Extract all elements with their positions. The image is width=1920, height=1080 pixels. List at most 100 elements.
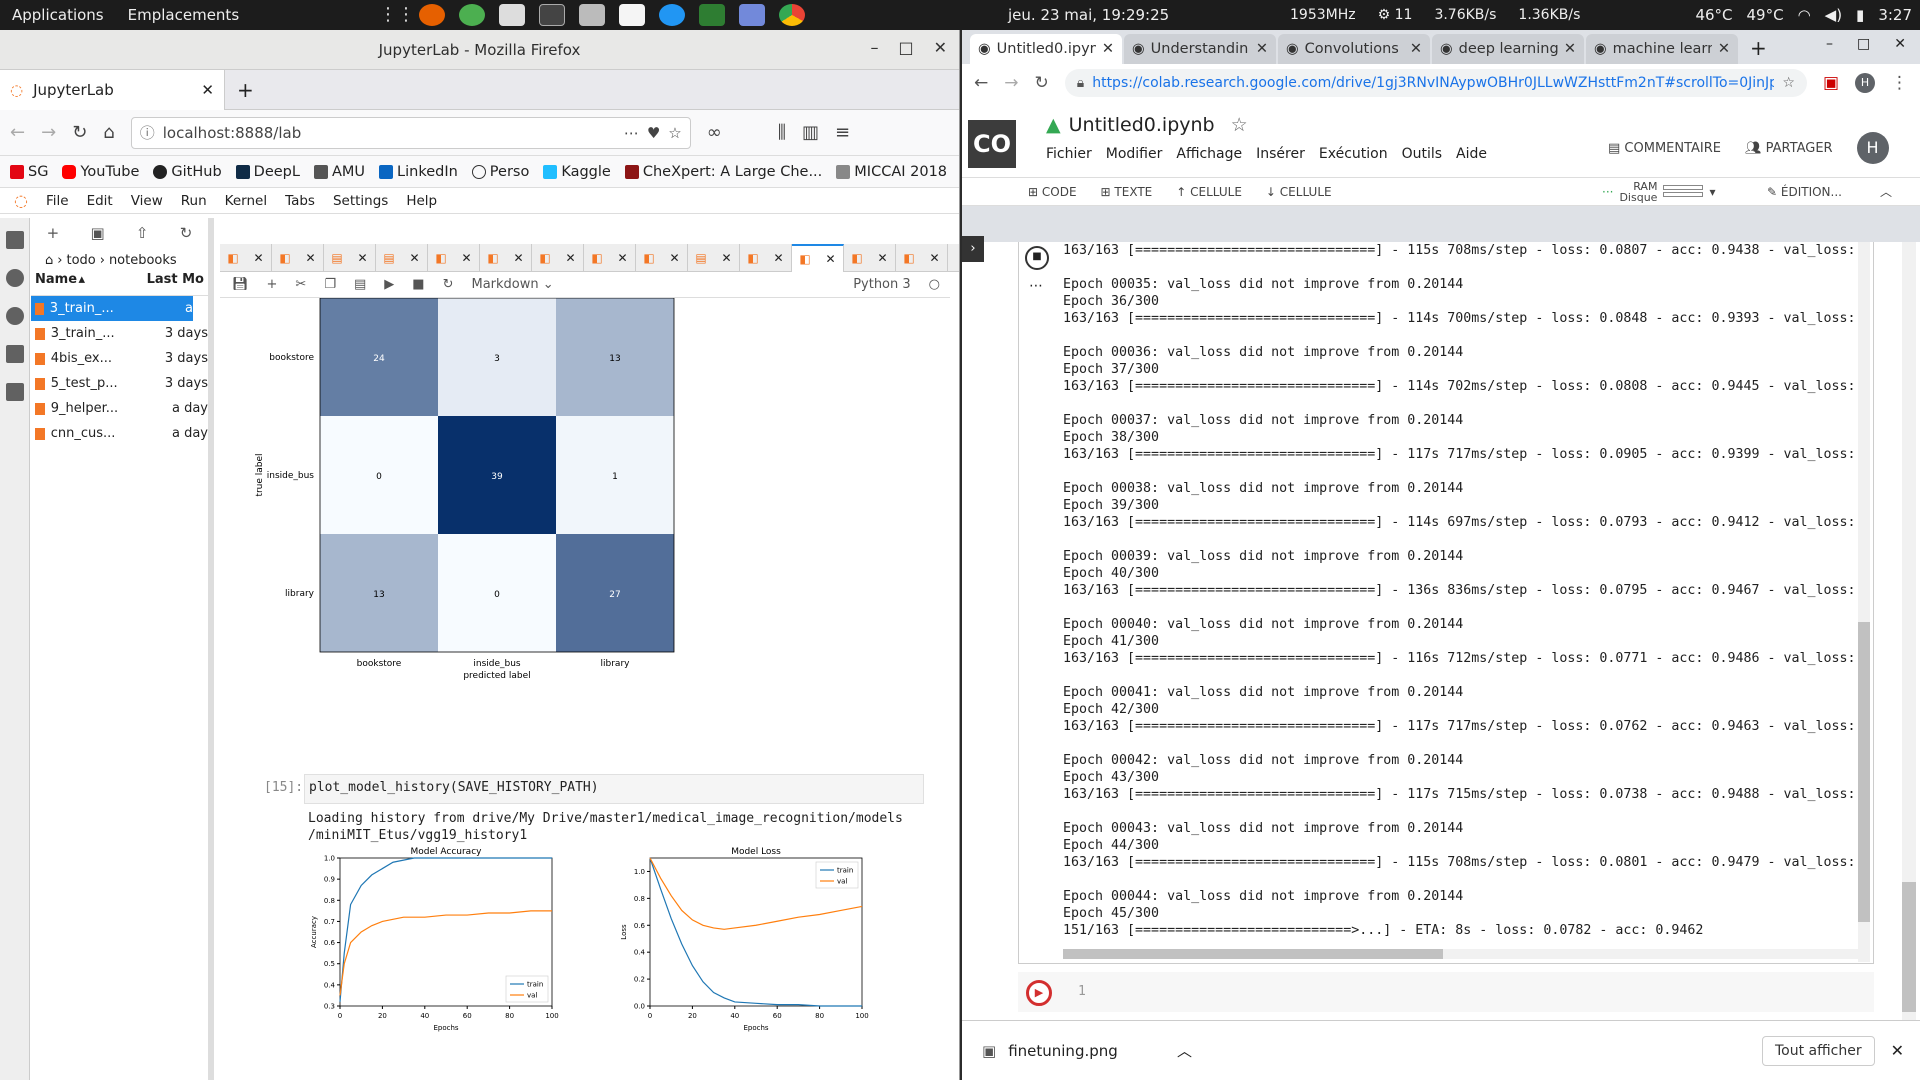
new-folder-icon[interactable]: ▣ bbox=[90, 224, 105, 242]
horizontal-scrollbar-thumb[interactable] bbox=[1063, 949, 1443, 959]
url-text[interactable]: localhost:8888/lab bbox=[162, 123, 302, 142]
notebook-tab[interactable]: ◧ ✕ bbox=[740, 244, 792, 272]
colab-menu-item[interactable]: Fichier bbox=[1046, 146, 1092, 162]
back-icon[interactable]: ← bbox=[974, 73, 989, 93]
notebook-tab[interactable]: ▤ ✕ bbox=[324, 244, 376, 272]
menu-kernel[interactable]: Kernel bbox=[224, 192, 268, 209]
tab-close-icon[interactable]: ✕ bbox=[773, 251, 784, 265]
menu-settings[interactable]: Settings bbox=[332, 192, 389, 209]
tab-close-icon[interactable]: ✕ bbox=[617, 251, 628, 265]
reload-icon[interactable]: ↻ bbox=[1034, 73, 1049, 93]
vertical-scrollbar-thumb[interactable] bbox=[1858, 622, 1870, 922]
notebook-tab[interactable]: ◧ ✕ bbox=[480, 244, 532, 272]
tab-close-icon[interactable]: ✕ bbox=[1101, 41, 1114, 57]
comment-button[interactable]: ▤ COMMENTAIRE bbox=[1608, 140, 1722, 156]
folder-icon[interactable] bbox=[6, 231, 24, 249]
running-icon[interactable] bbox=[6, 269, 24, 287]
download-item[interactable]: ▣ finetuning.png ︿ bbox=[982, 1040, 1192, 1061]
system-monitor-icon[interactable] bbox=[699, 4, 725, 26]
tab-close-icon[interactable]: ✕ bbox=[305, 251, 316, 265]
collapse-icon[interactable]: ︿ bbox=[1880, 185, 1893, 199]
mask-icon[interactable]: ∞ bbox=[706, 122, 722, 143]
menu-view[interactable]: View bbox=[130, 192, 163, 209]
menu-file[interactable]: File bbox=[45, 192, 69, 209]
applications-menu[interactable]: Applications bbox=[12, 6, 104, 24]
tab-close-icon[interactable]: ✕ bbox=[825, 252, 836, 266]
new-tab-button[interactable]: + bbox=[1750, 36, 1767, 60]
cell-up-button[interactable]: ↑ CELLULE bbox=[1176, 184, 1242, 199]
minimize-icon[interactable]: – bbox=[1826, 36, 1834, 52]
maximize-icon[interactable]: □ bbox=[898, 38, 914, 57]
extension-icon[interactable]: ▣ bbox=[1822, 73, 1839, 93]
file-list-item[interactable]: 3_train_... a bbox=[31, 296, 193, 321]
colab-logo-icon[interactable]: CO bbox=[968, 120, 1016, 168]
tab-close-icon[interactable]: ✕ bbox=[1255, 41, 1268, 57]
tab-close-icon[interactable]: ✕ bbox=[721, 251, 732, 265]
file-list-item[interactable]: cnn_cus... a day bbox=[31, 421, 208, 446]
vertical-scrollbar[interactable] bbox=[1858, 242, 1870, 962]
palette-icon[interactable] bbox=[6, 307, 24, 325]
notebook-tab[interactable]: ◧ ✕ bbox=[220, 244, 272, 272]
tab-close-icon[interactable]: ✕ bbox=[357, 251, 368, 265]
resources-indicator[interactable]: RAM Disque bbox=[1619, 179, 1658, 204]
resources-dropdown-icon[interactable]: ▾ bbox=[1709, 184, 1716, 199]
discord-icon[interactable] bbox=[739, 4, 765, 26]
bookmark-linkedin[interactable]: LinkedIn bbox=[379, 164, 458, 180]
save-icon[interactable]: 💾︎ bbox=[232, 277, 249, 292]
stop-icon[interactable]: ■ bbox=[412, 277, 425, 292]
tabs-icon[interactable] bbox=[6, 383, 24, 401]
info-icon[interactable]: ⓘ bbox=[139, 124, 155, 142]
add-code-button[interactable]: ⊞ CODE bbox=[1028, 184, 1077, 199]
bookmark-star-icon[interactable]: ☆ bbox=[668, 123, 682, 142]
menu-tabs[interactable]: Tabs bbox=[285, 192, 315, 209]
kernel-name[interactable]: Python 3 bbox=[853, 277, 911, 292]
tab-close-icon[interactable]: ✕ bbox=[1409, 41, 1422, 57]
url-text[interactable]: https://colab.research.google.com/drive/… bbox=[1092, 75, 1775, 91]
breadcrumb-notebooks[interactable]: notebooks bbox=[108, 252, 177, 268]
tab-close-icon[interactable]: ✕ bbox=[669, 251, 680, 265]
bookmark-sg[interactable]: SG bbox=[10, 164, 48, 180]
avatar[interactable]: H bbox=[1856, 132, 1889, 164]
chrome-tab[interactable]: ◉ deep learning ✕ bbox=[1432, 34, 1584, 64]
menu-edit[interactable]: Edit bbox=[86, 192, 113, 209]
run-icon[interactable]: ▶ bbox=[384, 277, 395, 292]
stop-cell-button[interactable]: ■ bbox=[1025, 246, 1049, 270]
menu-help[interactable]: Help bbox=[406, 192, 438, 209]
file-list-item[interactable]: 9_helper... a day bbox=[31, 396, 208, 421]
profile-icon[interactable]: H bbox=[1855, 73, 1875, 93]
notebook-content[interactable]: 24 3 13 0 39 1 13 0 27 bookstore inside_bus library… bbox=[220, 298, 950, 1080]
bookmark-star-icon[interactable]: ☆ bbox=[1782, 75, 1795, 91]
show-all-button[interactable]: Tout afficher bbox=[1761, 1035, 1875, 1066]
notebook-name[interactable]: Untitled0.ipynb bbox=[1068, 114, 1215, 136]
restart-icon[interactable]: ↻ bbox=[442, 277, 454, 292]
refresh-icon[interactable]: ↻ bbox=[179, 224, 193, 242]
bookmark-kaggle[interactable]: Kaggle bbox=[543, 164, 611, 180]
reload-icon[interactable]: ↻ bbox=[72, 122, 88, 143]
notebook-tab[interactable]: ◧ ✕ bbox=[896, 244, 948, 272]
copy-icon[interactable]: ❐ bbox=[324, 277, 336, 292]
upload-icon[interactable]: ⇧ bbox=[135, 224, 149, 242]
tab-close-icon[interactable]: ✕ bbox=[1717, 41, 1730, 57]
tab-close-icon[interactable]: ✕ bbox=[513, 251, 524, 265]
file-list-item[interactable]: 5_test_p... 3 days bbox=[31, 371, 208, 396]
page-actions-icon[interactable]: ⋯ bbox=[623, 123, 639, 142]
cut-icon[interactable]: ✂ bbox=[295, 277, 307, 292]
column-last-modified[interactable]: Last Mo bbox=[146, 272, 204, 287]
tab-close-icon[interactable]: ✕ bbox=[253, 251, 264, 265]
bookmark-chexpert[interactable]: CheXpert: A Large Che... bbox=[624, 164, 822, 180]
file-list-item[interactable]: 3_train_... 3 days bbox=[31, 321, 208, 346]
text-editor-icon[interactable] bbox=[619, 4, 645, 26]
close-icon[interactable]: ✕ bbox=[1894, 36, 1906, 52]
chrome-tab[interactable]: ◉ Convolutions ✕ bbox=[1278, 34, 1430, 64]
cell-input[interactable]: plot_model_history(SAVE_HISTORY_PATH) bbox=[304, 774, 924, 804]
window-titlebar[interactable]: JupyterLab - Mozilla Firefox – □ ✕ bbox=[0, 30, 959, 70]
bookmark-github[interactable]: GitHub bbox=[153, 164, 222, 180]
battery-icon[interactable]: ▮ bbox=[1856, 6, 1865, 24]
tab-close-icon[interactable]: ✕ bbox=[461, 251, 472, 265]
wrench-icon[interactable] bbox=[6, 345, 24, 363]
maximize-icon[interactable]: □ bbox=[1857, 36, 1871, 52]
notebook-tab[interactable]: ▤ ✕ bbox=[688, 244, 740, 272]
chrome-icon[interactable] bbox=[779, 4, 805, 26]
new-tab-button[interactable]: + bbox=[237, 77, 254, 102]
colab-menu-item[interactable]: Aide bbox=[1456, 146, 1488, 162]
